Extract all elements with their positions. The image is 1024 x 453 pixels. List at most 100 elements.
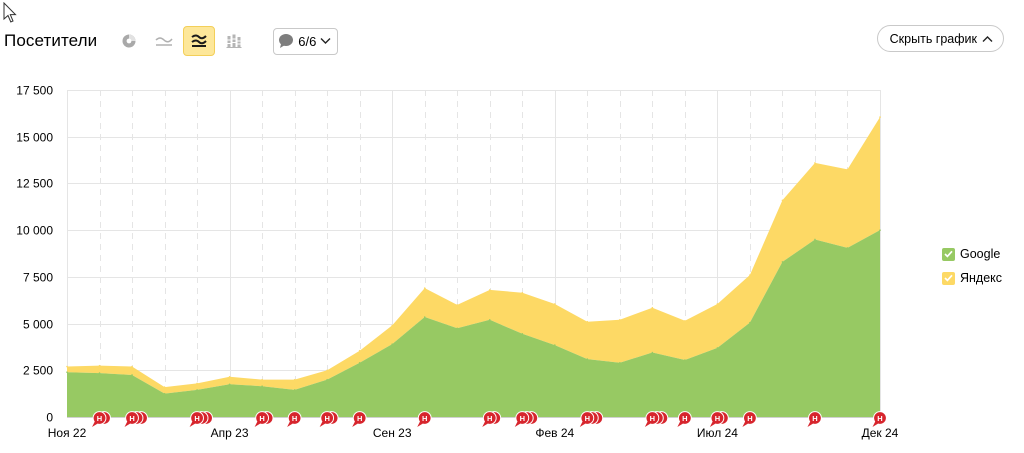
note-bubble	[482, 411, 497, 425]
note-marker[interactable]: H	[319, 411, 339, 427]
data-point-google	[391, 343, 394, 345]
chevron-up-icon	[982, 35, 993, 42]
data-point-yandex	[521, 291, 524, 294]
stacked-area-icon	[191, 34, 207, 47]
series-area-yandex	[67, 117, 880, 394]
data-point-google	[651, 351, 654, 354]
comment-bubble-icon	[279, 34, 294, 48]
note-marker-label: H	[292, 414, 297, 423]
data-point-google	[196, 389, 198, 391]
note-marker[interactable]: H	[417, 411, 432, 427]
note-marker[interactable]: H	[92, 411, 111, 427]
note-marker[interactable]: H	[709, 411, 729, 427]
note-marker[interactable]: H	[124, 411, 148, 427]
line-chart-button[interactable]	[148, 26, 180, 56]
hide-chart-button[interactable]: Скрыть график	[876, 25, 1004, 52]
data-point-yandex	[716, 303, 719, 305]
note-bubble	[352, 411, 367, 425]
note-marker[interactable]: H	[352, 411, 367, 427]
note-marker[interactable]: H	[644, 411, 669, 427]
data-point-yandex	[781, 199, 784, 202]
bar-chart-icon	[226, 34, 242, 48]
note-marker[interactable]: H	[514, 411, 539, 427]
chart-legend: Google Яндекс	[942, 246, 1002, 294]
note-bubble	[677, 411, 692, 425]
note-marker-label: H	[812, 414, 817, 423]
note-marker-label: H	[747, 414, 752, 423]
data-point-google	[293, 389, 296, 391]
data-point-google	[456, 327, 459, 330]
note-marker[interactable]: H	[254, 411, 274, 427]
note-bubble-tail	[579, 421, 587, 427]
note-bubble	[515, 411, 530, 425]
note-bubble-tail	[872, 421, 879, 427]
note-marker[interactable]: H	[872, 411, 887, 427]
note-bubble-tail	[417, 421, 424, 427]
data-point-google	[879, 229, 881, 231]
notes-filter-dropdown[interactable]: 6/6	[273, 27, 339, 55]
note-bubble	[417, 411, 432, 425]
note-marker-label: H	[129, 414, 134, 423]
note-bubble-tail	[92, 421, 99, 427]
chevron-down-icon	[320, 38, 331, 44]
page-title: Посетители	[4, 31, 98, 50]
data-point-yandex	[814, 162, 816, 164]
x-tick-label: Сен 23	[373, 426, 412, 440]
note-bubble-tail	[254, 421, 262, 427]
area-layer	[66, 116, 881, 417]
data-point-yandex	[98, 364, 101, 367]
pie-chart-button[interactable]	[113, 26, 145, 56]
note-marker[interactable]: H	[482, 411, 502, 427]
y-tick-label: 7 500	[23, 271, 53, 285]
legend-item-yandex[interactable]: Яндекс	[942, 270, 1002, 286]
y-tick-label: 15 000	[16, 131, 53, 145]
x-tick-label: Фев 24	[535, 426, 574, 440]
note-marker[interactable]: H	[742, 411, 757, 427]
note-bubble	[710, 411, 725, 425]
note-bubble-tail	[807, 421, 814, 427]
data-point-yandex	[488, 289, 491, 291]
data-point-yandex	[619, 319, 621, 321]
note-marker-label: H	[487, 414, 492, 423]
legend-item-google[interactable]: Google	[942, 246, 1002, 262]
note-bubble	[808, 411, 822, 425]
y-tick-label: 5 000	[23, 318, 53, 332]
checkbox-checked-icon	[942, 247, 955, 261]
note-bubble	[255, 411, 270, 425]
note-bubble	[190, 411, 204, 425]
chart-toolbar: Посетители 6	[4, 26, 339, 56]
data-point-yandex	[196, 382, 198, 385]
data-point-google	[619, 362, 621, 364]
hide-chart-label: Скрыть график	[889, 31, 977, 46]
note-marker[interactable]: H	[579, 411, 604, 427]
note-marker-label: H	[194, 414, 199, 423]
data-point-yandex	[66, 365, 68, 368]
data-point-google	[846, 247, 849, 249]
x-tick-label: Июл 24	[697, 426, 738, 440]
data-point-google	[163, 392, 166, 395]
data-point-google	[488, 319, 491, 321]
stacked-area-chart-button[interactable]	[183, 26, 216, 56]
note-bubble	[743, 411, 757, 425]
data-point-yandex	[293, 378, 296, 381]
bar-chart-button[interactable]	[218, 26, 250, 56]
note-marker[interactable]: H	[807, 411, 822, 427]
note-marker[interactable]: H	[189, 411, 213, 427]
note-marker-label: H	[259, 414, 264, 423]
mouse-cursor-icon	[3, 2, 17, 23]
note-marker[interactable]: H	[677, 411, 692, 427]
note-bubble	[92, 411, 107, 425]
note-bubble-tail	[514, 421, 522, 427]
note-bubble-tail	[742, 421, 749, 427]
note-bubble-tail	[677, 421, 684, 427]
note-bubble	[580, 411, 595, 425]
data-point-google	[228, 383, 231, 386]
y-tick-label: 0	[46, 411, 53, 425]
note-marker-label: H	[357, 414, 362, 423]
note-marker[interactable]: H	[287, 411, 302, 427]
data-point-yandex	[391, 324, 394, 327]
note-marker-label: H	[520, 414, 525, 423]
note-bubble-tail	[482, 421, 489, 427]
